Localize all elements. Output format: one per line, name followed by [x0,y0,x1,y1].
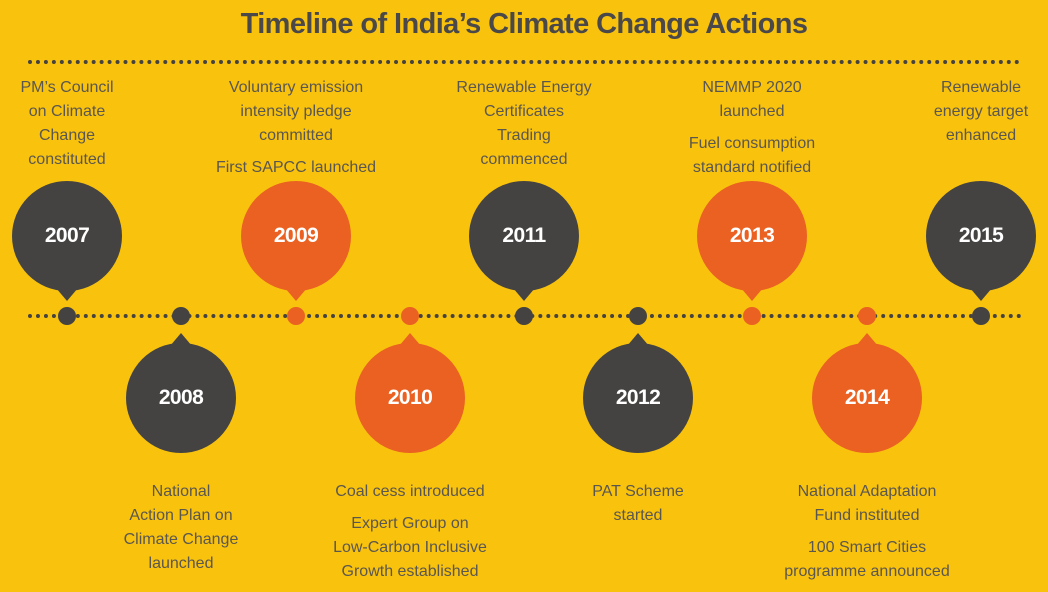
event-text: Renewable Energy Certificates Trading co… [456,79,592,168]
event-text: NEMMP 2020 launched [702,79,802,120]
title-divider [28,60,1020,64]
event-text: Voluntary emission intensity pledge comm… [228,79,364,144]
timeline-node-2013 [743,307,761,325]
year-label: 2007 [44,224,90,247]
event-text: Expert Group on Low-Carbon Inclusive Gro… [333,515,487,580]
year-label: 2013 [729,224,775,247]
event-description-2009: Voluntary emission intensity pledge comm… [196,76,396,180]
timeline-node-2008 [172,307,190,325]
event-text: PM’s Council on Climate Change constitut… [20,79,114,168]
year-bubble-2015: 2015 [926,181,1036,291]
timeline-node-2011 [515,307,533,325]
year-bubble-2007: 2007 [12,181,122,291]
page-title: Timeline of India’s Climate Change Actio… [240,8,808,40]
year-bubble-2011: 2011 [469,181,579,291]
event-description-2007: PM’s Council on Climate Change constitut… [0,76,167,172]
event-text: National Action Plan on Climate Change l… [123,483,239,572]
event-description-2012: PAT Scheme started [538,480,738,528]
event-text: Fuel consumption standard notified [688,135,816,176]
year-label: 2012 [615,386,661,409]
event-description-2010: Coal cess introduced Expert Group on Low-… [310,480,510,584]
year-label: 2015 [958,224,1004,247]
year-bubble-2013: 2013 [697,181,807,291]
event-text: National Adaptation Fund instituted [797,483,937,524]
event-description-2015: Renewable energy target enhanced [881,76,1048,148]
year-bubble-2009: 2009 [241,181,351,291]
timeline-node-2015 [972,307,990,325]
event-description-2014: National Adaptation Fund instituted 100 S… [767,480,967,584]
event-text: Renewable energy target enhanced [933,79,1029,144]
year-label: 2014 [844,386,890,409]
event-text: 100 Smart Cities programme announced [784,539,950,580]
year-bubble-2010: 2010 [355,343,465,453]
year-label: 2011 [502,224,546,247]
event-description-2013: NEMMP 2020 launched Fuel consumption stan… [652,76,852,180]
timeline-node-2009 [287,307,305,325]
timeline-node-2010 [401,307,419,325]
timeline-node-2014 [858,307,876,325]
year-label: 2010 [387,386,433,409]
year-bubble-2008: 2008 [126,343,236,453]
year-bubble-2012: 2012 [583,343,693,453]
event-text: First SAPCC launched [215,159,377,176]
event-text: PAT Scheme started [592,483,684,524]
year-bubble-2014: 2014 [812,343,922,453]
event-description-2008: National Action Plan on Climate Change l… [81,480,281,576]
event-description-2011: Renewable Energy Certificates Trading co… [424,76,624,172]
event-text: Coal cess introduced [335,483,485,500]
timeline-node-2012 [629,307,647,325]
timeline-node-2007 [58,307,76,325]
year-label: 2009 [273,224,319,247]
year-label: 2008 [158,386,204,409]
